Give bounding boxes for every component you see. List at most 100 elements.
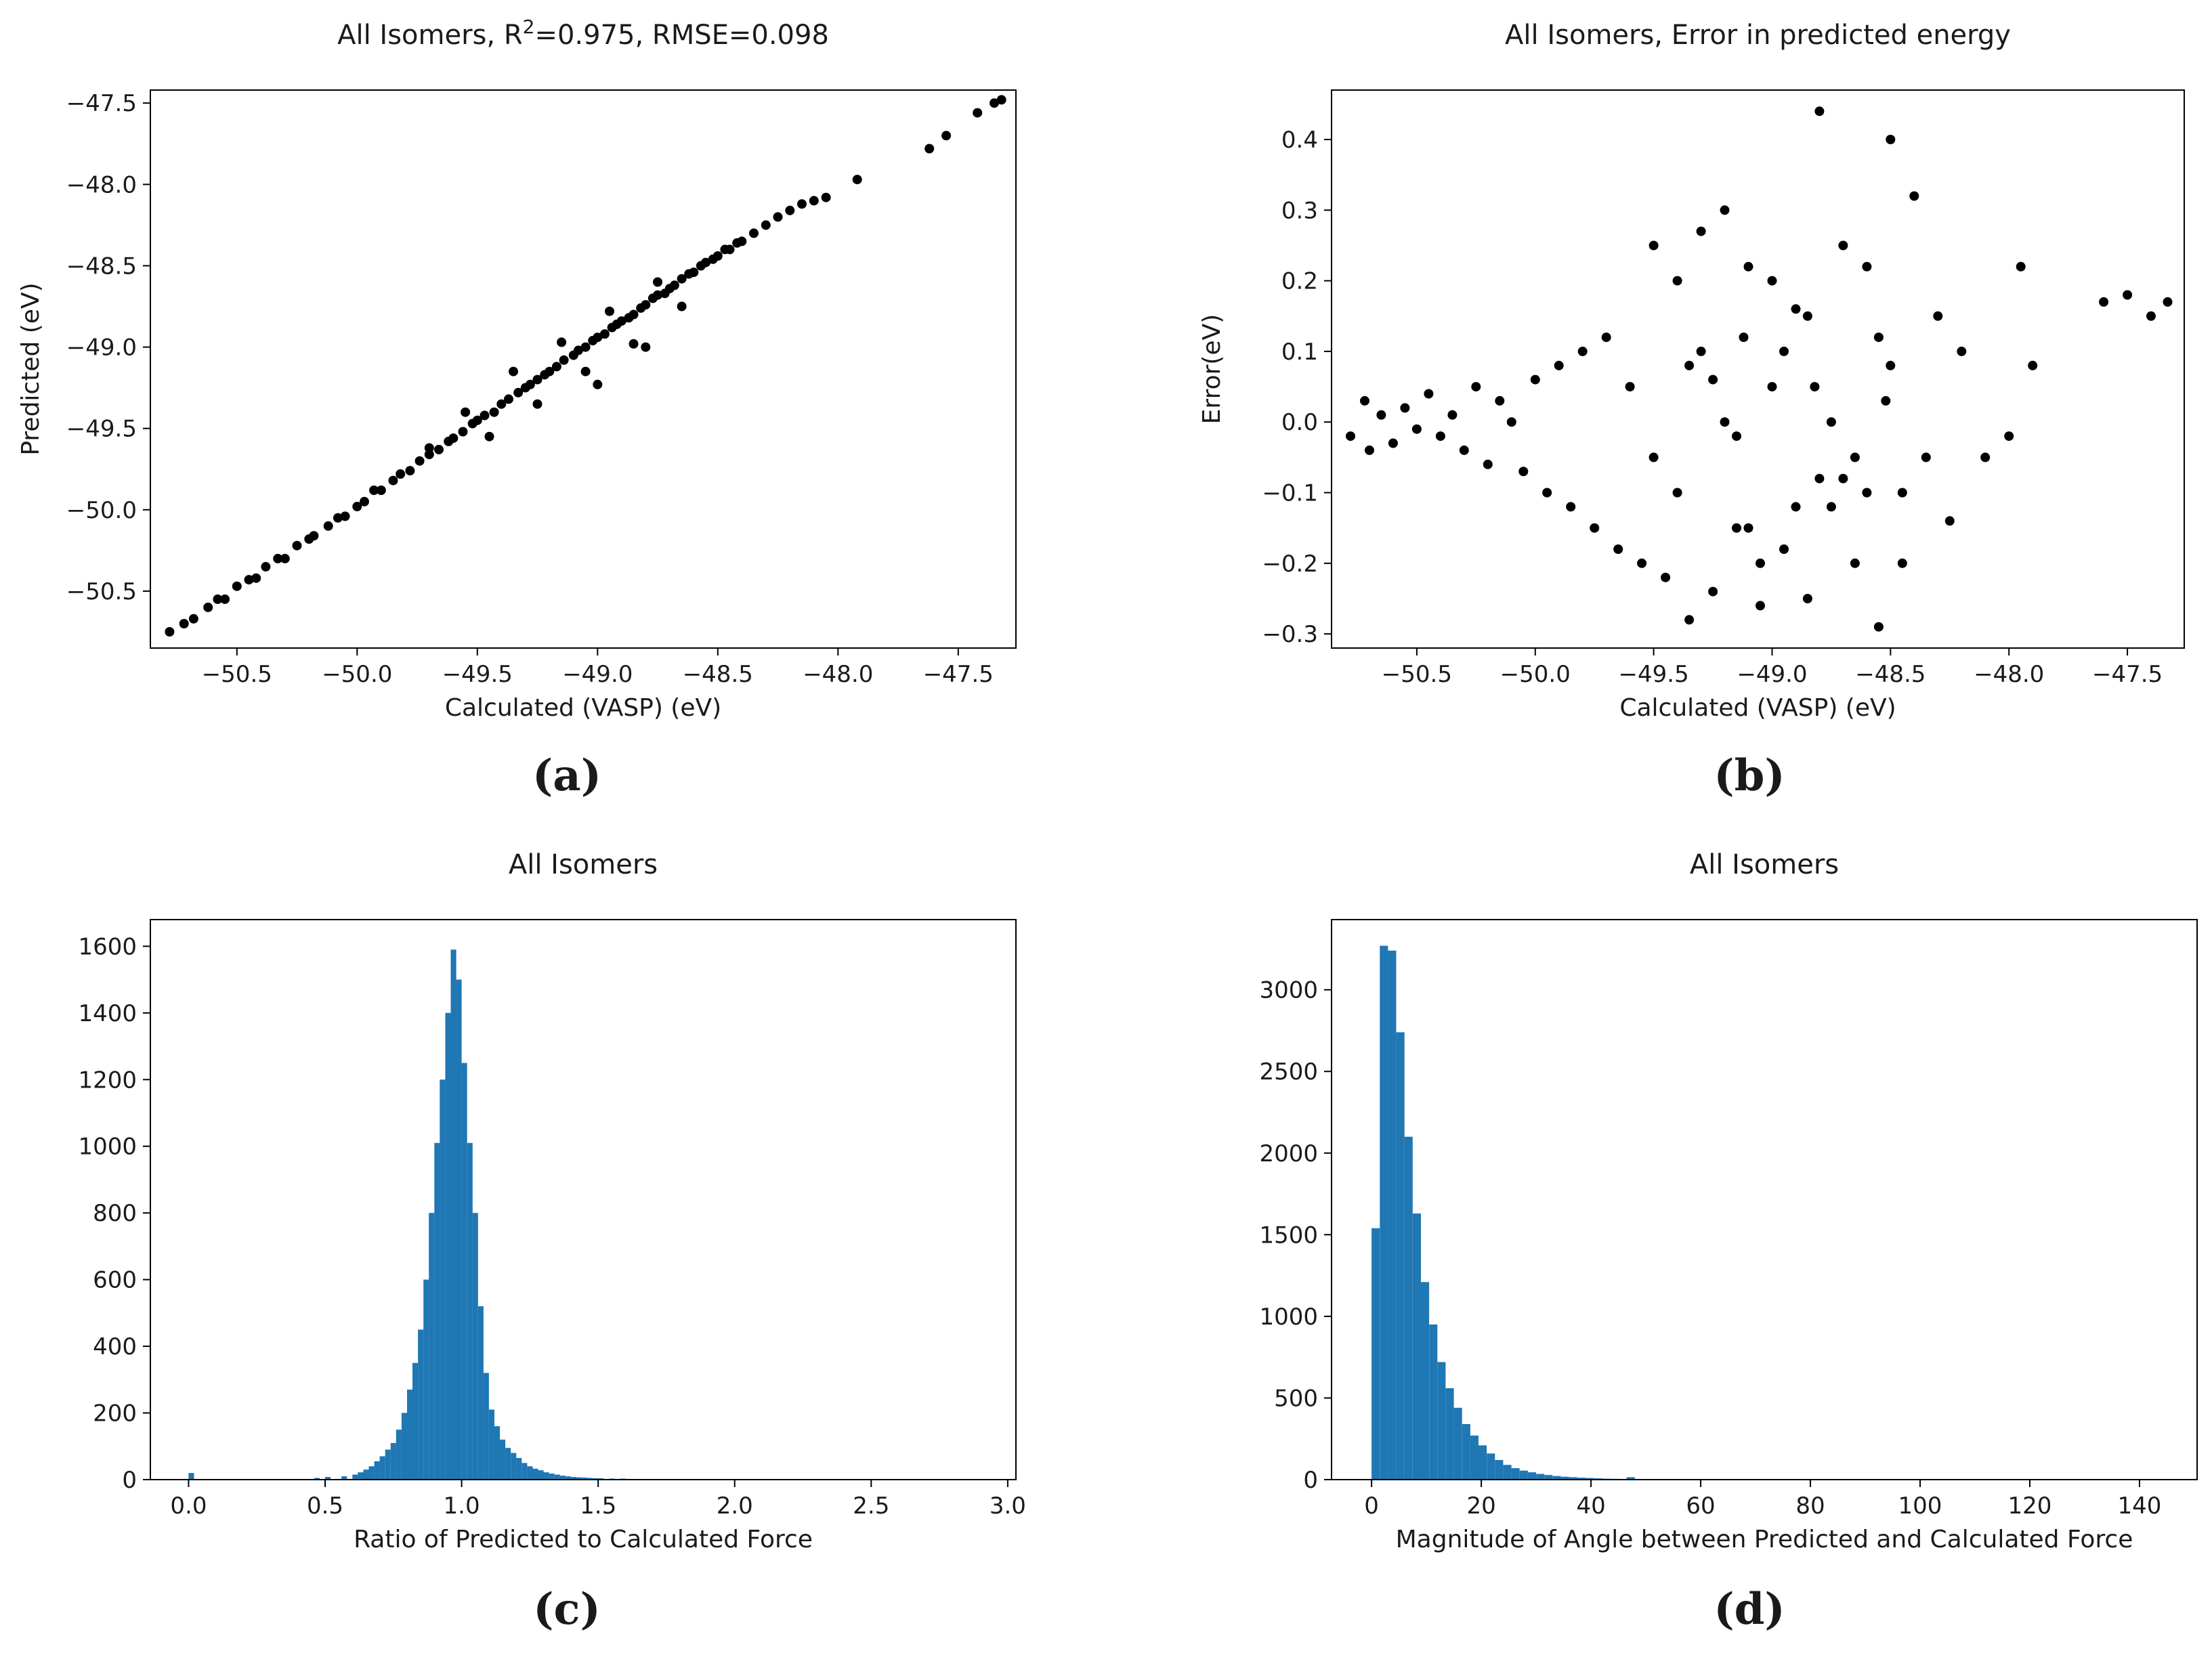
histogram-bar <box>1536 1474 1545 1480</box>
data-point <box>1530 374 1540 385</box>
data-point <box>1542 488 1552 498</box>
y-tick-label: −48.0 <box>66 171 137 198</box>
histogram-bar <box>352 1474 358 1480</box>
chart-title: All Isomers <box>509 849 658 880</box>
data-point <box>1577 346 1588 356</box>
data-point <box>629 339 639 349</box>
x-tick-label: 2.0 <box>717 1492 753 1520</box>
data-point <box>1708 374 1718 385</box>
data-point <box>1360 395 1369 406</box>
data-point <box>669 280 679 291</box>
data-point <box>1696 346 1706 356</box>
data-point <box>458 427 468 437</box>
y-tick-label: −50.5 <box>66 578 137 605</box>
data-point <box>1637 558 1647 568</box>
data-point <box>396 469 406 479</box>
data-point <box>1862 261 1872 272</box>
histogram-bar <box>483 1373 489 1480</box>
x-tick-label: 0.5 <box>307 1492 343 1520</box>
histogram-bar <box>522 1463 528 1480</box>
histogram-bar <box>1421 1282 1430 1480</box>
x-tick-label: −47.5 <box>923 661 994 688</box>
histogram-bar <box>1371 1228 1380 1480</box>
data-point <box>203 602 213 612</box>
panel-caption: (a) <box>532 750 601 801</box>
data-point <box>593 379 603 389</box>
data-point <box>677 301 687 311</box>
data-point <box>1708 586 1718 597</box>
data-point <box>1672 488 1682 498</box>
data-point <box>213 594 223 604</box>
histogram-bar <box>1437 1362 1446 1480</box>
data-point <box>1886 135 1896 144</box>
data-point <box>1376 410 1386 420</box>
plot-frame <box>150 919 1017 1480</box>
histogram-bar <box>559 1476 566 1480</box>
histogram-bar <box>385 1449 391 1480</box>
data-marks <box>165 95 1006 637</box>
data-point <box>1720 205 1730 215</box>
data-point <box>244 575 254 585</box>
histogram-bar <box>1453 1407 1462 1480</box>
y-tick-label: 0.3 <box>1281 197 1318 224</box>
y-tick-label: 2500 <box>1259 1058 1318 1086</box>
y-tick-label: 0.0 <box>1281 409 1318 436</box>
plot-frame <box>1331 89 2185 649</box>
x-tick-label: 40 <box>1576 1492 1605 1520</box>
data-point <box>712 251 723 261</box>
histogram-bar <box>314 1478 320 1480</box>
y-tick-label: −0.2 <box>1262 551 1318 578</box>
data-point <box>376 486 386 495</box>
data-point <box>261 561 271 572</box>
histogram-bar <box>418 1329 424 1480</box>
data-point <box>1862 488 1872 498</box>
data-point <box>1649 452 1659 463</box>
data-point <box>990 98 999 108</box>
data-point <box>2099 297 2109 307</box>
histogram-bar <box>396 1430 402 1480</box>
histogram-bar <box>188 1473 194 1480</box>
data-point <box>1921 452 1931 463</box>
histogram-bar <box>1560 1476 1569 1480</box>
data-point <box>2163 297 2173 307</box>
histogram-bar <box>505 1448 511 1480</box>
data-point <box>1838 240 1848 251</box>
histogram-bar <box>456 979 462 1480</box>
y-tick-label: 0.2 <box>1281 268 1318 295</box>
data-point <box>1980 452 1991 463</box>
data-point <box>532 374 543 385</box>
data-marks <box>188 949 692 1480</box>
histogram-bar <box>461 1062 467 1480</box>
histogram-bar <box>1626 1477 1635 1480</box>
data-point <box>973 108 983 118</box>
data-point <box>2004 431 2014 442</box>
y-tick-label: 1400 <box>78 1000 137 1027</box>
histogram-bar <box>587 1478 593 1480</box>
data-point <box>941 131 952 141</box>
data-point <box>509 366 518 377</box>
data-point <box>1732 523 1741 533</box>
x-tick-label: −49.5 <box>1619 661 1689 688</box>
data-point <box>1826 502 1836 512</box>
data-point <box>333 513 343 523</box>
x-tick-label: −50.5 <box>1382 661 1452 688</box>
chart-panel-d: 0 20 40 60 80 100 120 140 0 500 1000 1500 2000 2500 30… <box>1259 849 2198 1635</box>
data-point <box>405 466 415 476</box>
y-tick-label: 0 <box>1303 1467 1318 1494</box>
chart-title: All Isomers, R2=0.975, RMSE=0.098 <box>337 16 829 51</box>
x-tick-label: 80 <box>1795 1492 1825 1520</box>
data-point <box>1720 417 1730 427</box>
data-point <box>593 332 603 343</box>
histogram-bar <box>543 1472 549 1480</box>
histogram-bar <box>1569 1477 1577 1480</box>
data-point <box>1826 417 1836 427</box>
y-tick-label: 1200 <box>78 1067 137 1094</box>
data-point <box>232 581 242 591</box>
x-tick-label: 100 <box>1898 1492 1942 1520</box>
data-point <box>924 144 935 154</box>
data-point <box>1625 382 1635 392</box>
data-point <box>1739 332 1749 343</box>
panel-caption: (d) <box>1714 1584 1785 1635</box>
data-point <box>785 205 795 215</box>
